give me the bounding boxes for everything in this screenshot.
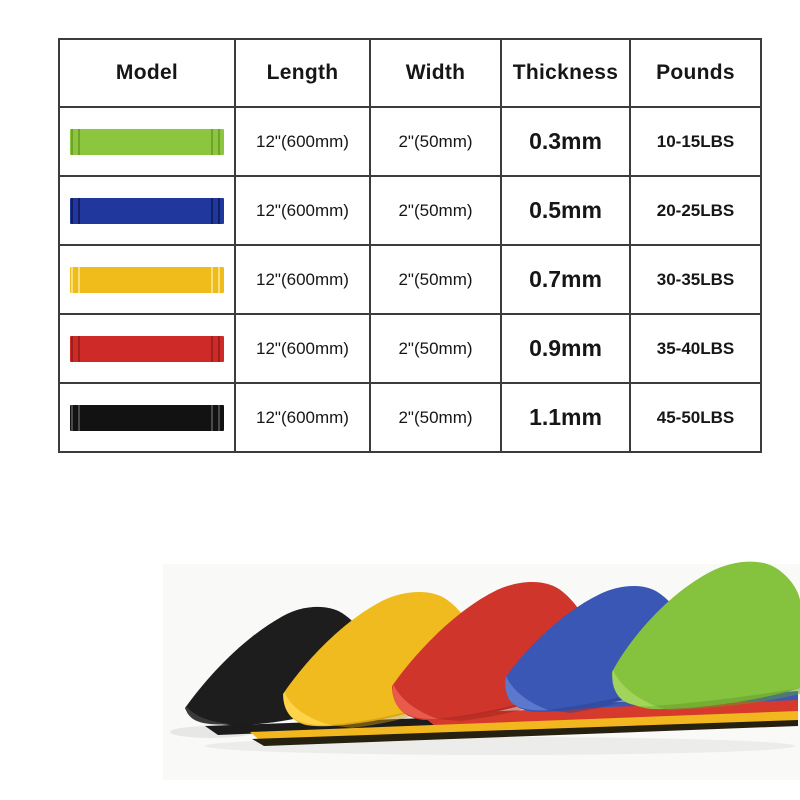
yellow-band-swatch — [70, 266, 224, 293]
column-header-pounds: Pounds — [629, 38, 762, 108]
photo-band-green-shade — [655, 688, 800, 710]
thickness-cell: 0.7mm — [500, 244, 631, 315]
length-cell: 12"(600mm) — [234, 313, 371, 384]
yellow-band-tail — [250, 711, 798, 742]
thickness-cell: 1.1mm — [500, 382, 631, 453]
thickness-cell: 0.3mm — [500, 106, 631, 177]
model-cell — [58, 313, 236, 384]
photo-band-yellow-shade — [330, 691, 469, 728]
photo-band-yellow-fold — [283, 692, 330, 726]
model-cell — [58, 175, 236, 246]
red-band-swatch — [70, 335, 224, 362]
table-row-red-band: 12"(600mm) 2"(50mm) 0.9mm 35-40LBS — [58, 313, 762, 384]
spec-table: Model Length Width Thickness Pounds 12"(… — [58, 38, 762, 453]
product-photo — [0, 480, 800, 800]
photo-band-red-shade — [438, 683, 582, 721]
length-cell: 12"(600mm) — [234, 175, 371, 246]
table-row-green-band: 12"(600mm) 2"(50mm) 0.3mm 10-15LBS — [58, 106, 762, 177]
photo-band-blue-fold — [505, 676, 548, 711]
width-cell: 2"(50mm) — [369, 382, 502, 453]
column-header-model: Model — [58, 38, 236, 108]
length-cell: 12"(600mm) — [234, 244, 371, 315]
column-header-length: Length — [234, 38, 371, 108]
photo-band-black-fold — [185, 706, 230, 725]
width-cell: 2"(50mm) — [369, 106, 502, 177]
pounds-cell: 35-40LBS — [629, 313, 762, 384]
model-cell — [58, 244, 236, 315]
pounds-cell: 20-25LBS — [629, 175, 762, 246]
width-cell: 2"(50mm) — [369, 244, 502, 315]
table-row-black-band: 12"(600mm) 2"(50mm) 1.1mm 45-50LBS — [58, 382, 762, 453]
width-cell: 2"(50mm) — [369, 175, 502, 246]
table-row-blue-band: 12"(600mm) 2"(50mm) 0.5mm 20-25LBS — [58, 175, 762, 246]
pounds-cell: 45-50LBS — [629, 382, 762, 453]
photo-band-green — [612, 561, 800, 710]
table-row-yellow-band: 12"(600mm) 2"(50mm) 0.7mm 30-35LBS — [58, 244, 762, 315]
pounds-cell: 10-15LBS — [629, 106, 762, 177]
length-cell: 12"(600mm) — [234, 382, 371, 453]
spec-table-header: Model Length Width Thickness Pounds — [58, 38, 762, 108]
stack-bottom-edge — [252, 720, 798, 746]
length-cell: 12"(600mm) — [234, 106, 371, 177]
thickness-cell: 0.5mm — [500, 175, 631, 246]
blue-band-swatch — [70, 197, 224, 224]
green-band-swatch — [70, 128, 224, 155]
black-band-swatch — [70, 404, 224, 431]
photo-band-green-fold — [612, 670, 655, 707]
thickness-cell: 0.9mm — [500, 313, 631, 384]
model-cell — [58, 382, 236, 453]
column-header-width: Width — [369, 38, 502, 108]
model-cell — [58, 106, 236, 177]
width-cell: 2"(50mm) — [369, 313, 502, 384]
pounds-cell: 30-35LBS — [629, 244, 762, 315]
column-header-thickness: Thickness — [500, 38, 631, 108]
photo-band-red-fold — [392, 684, 438, 720]
header-row: Model Length Width Thickness Pounds — [58, 38, 762, 108]
photo-band-blue-shade — [548, 680, 680, 713]
spec-table-body: 12"(600mm) 2"(50mm) 0.3mm 10-15LBS 12"(600mm… — [58, 106, 762, 453]
